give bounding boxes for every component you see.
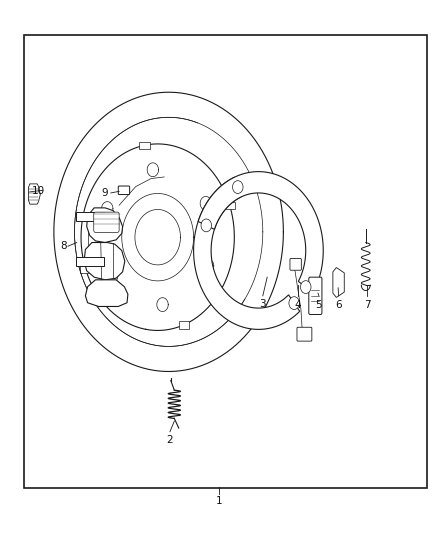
Polygon shape — [198, 172, 323, 293]
Text: 7: 7 — [364, 300, 371, 310]
Text: 2: 2 — [166, 435, 173, 445]
Circle shape — [300, 281, 311, 294]
FancyBboxPatch shape — [139, 142, 150, 149]
Circle shape — [233, 181, 243, 193]
Text: 10: 10 — [32, 186, 45, 196]
Polygon shape — [85, 280, 128, 306]
Polygon shape — [333, 268, 344, 297]
Text: 9: 9 — [102, 188, 109, 198]
Bar — [24, 35, 427, 488]
Text: 1: 1 — [215, 496, 223, 506]
FancyBboxPatch shape — [224, 201, 235, 209]
FancyBboxPatch shape — [94, 212, 119, 232]
Circle shape — [289, 297, 300, 310]
Polygon shape — [84, 243, 125, 280]
Text: 6: 6 — [335, 300, 342, 310]
FancyBboxPatch shape — [118, 186, 130, 195]
FancyBboxPatch shape — [76, 212, 104, 221]
Circle shape — [201, 219, 212, 232]
FancyBboxPatch shape — [290, 259, 301, 270]
Polygon shape — [87, 208, 123, 243]
FancyBboxPatch shape — [179, 321, 189, 328]
FancyBboxPatch shape — [81, 265, 91, 273]
Text: 4: 4 — [294, 300, 301, 310]
Polygon shape — [28, 184, 40, 204]
Text: 8: 8 — [60, 241, 67, 251]
FancyBboxPatch shape — [297, 327, 312, 341]
Polygon shape — [194, 177, 300, 329]
Text: 3: 3 — [259, 299, 266, 309]
FancyBboxPatch shape — [76, 257, 104, 266]
FancyBboxPatch shape — [309, 277, 322, 314]
Text: 5: 5 — [315, 300, 322, 310]
